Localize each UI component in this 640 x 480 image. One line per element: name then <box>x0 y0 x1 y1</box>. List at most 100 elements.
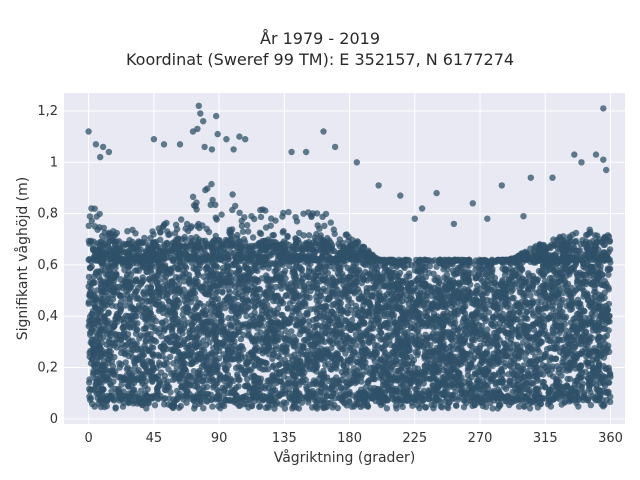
data-point <box>568 297 576 304</box>
data-point <box>394 337 401 344</box>
data-point <box>283 350 290 358</box>
data-point <box>139 380 146 387</box>
data-point <box>570 362 577 369</box>
data-point <box>181 297 188 304</box>
data-point <box>595 362 602 369</box>
data-point <box>563 272 570 280</box>
data-point <box>584 262 592 269</box>
data-point <box>466 364 473 372</box>
data-point <box>351 279 358 287</box>
data-point <box>134 320 141 327</box>
data-point <box>602 302 610 310</box>
data-point <box>501 340 508 347</box>
data-point <box>605 271 612 278</box>
data-point <box>468 342 475 350</box>
data-point <box>109 363 117 370</box>
data-point <box>470 322 477 329</box>
data-point <box>348 299 355 306</box>
data-point <box>488 377 496 385</box>
data-point <box>601 334 608 341</box>
data-point <box>358 306 365 313</box>
data-point <box>116 291 123 299</box>
data-point <box>175 322 182 329</box>
data-point <box>606 371 614 379</box>
data-point <box>549 305 556 312</box>
data-point <box>223 375 230 383</box>
data-point <box>326 317 333 325</box>
data-point <box>235 326 242 333</box>
data-point <box>140 288 147 295</box>
data-point <box>122 376 129 384</box>
data-point <box>155 291 163 298</box>
data-point <box>333 314 340 321</box>
data-point <box>160 377 168 384</box>
data-point <box>116 301 124 309</box>
data-point <box>554 312 562 319</box>
data-point <box>566 375 574 383</box>
data-point <box>565 351 572 358</box>
data-point <box>200 273 207 280</box>
data-point <box>575 303 582 310</box>
data-point <box>267 380 274 387</box>
data-point <box>318 338 326 345</box>
data-point <box>512 328 520 335</box>
data-point <box>280 373 288 380</box>
data-point <box>577 362 584 370</box>
data-point <box>353 342 360 349</box>
data-point <box>529 275 536 283</box>
data-point <box>601 294 608 301</box>
data-point <box>125 383 132 390</box>
data-point <box>267 277 275 284</box>
data-point <box>540 371 547 378</box>
data-point <box>321 273 328 280</box>
data-point <box>282 327 289 335</box>
data-point <box>313 322 320 329</box>
data-point <box>86 379 93 386</box>
data-point <box>567 306 574 313</box>
data-point <box>149 300 156 307</box>
data-point <box>591 289 598 296</box>
data-point <box>475 321 483 329</box>
data-point <box>450 346 457 353</box>
data-point <box>125 323 133 331</box>
data-point <box>454 327 462 334</box>
data-point <box>562 313 570 321</box>
data-point <box>508 288 515 295</box>
data-point <box>179 311 186 318</box>
data-point <box>278 378 285 385</box>
data-point <box>584 360 591 367</box>
data-point <box>120 319 128 326</box>
data-point <box>491 290 498 297</box>
data-point <box>107 348 115 356</box>
data-point <box>473 308 480 315</box>
data-point <box>566 366 573 374</box>
data-point <box>203 264 211 271</box>
data-point <box>252 265 259 272</box>
data-point <box>399 382 406 389</box>
data-point <box>162 383 170 391</box>
data-point <box>248 366 255 373</box>
data-point <box>549 329 557 336</box>
data-point <box>173 364 180 371</box>
data-point <box>326 283 334 290</box>
data-point <box>118 341 126 348</box>
data-point <box>365 352 372 360</box>
data-point <box>296 331 303 338</box>
data-point <box>518 318 525 326</box>
data-point <box>294 347 301 354</box>
data-point <box>122 359 129 366</box>
data-point <box>529 297 536 304</box>
data-point <box>286 385 293 393</box>
data-point <box>446 351 454 359</box>
data-point <box>121 351 129 358</box>
data-point <box>575 277 582 284</box>
data-point <box>371 283 378 291</box>
data-point <box>257 329 264 336</box>
data-point <box>296 370 303 377</box>
data-point <box>245 304 252 311</box>
data-point <box>498 296 506 303</box>
data-point <box>307 287 314 295</box>
data-point <box>167 353 174 361</box>
